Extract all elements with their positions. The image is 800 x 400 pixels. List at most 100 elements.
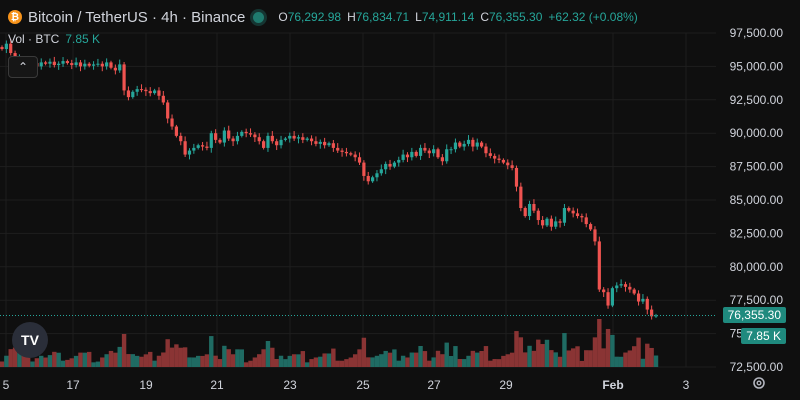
x-tick-label: 3 [683, 378, 690, 392]
candle [432, 149, 436, 154]
volume-bar [287, 355, 292, 367]
x-tick-label: 23 [283, 378, 297, 392]
volume-bar [466, 355, 471, 367]
volume-bar [579, 360, 585, 367]
candle [362, 162, 366, 176]
volume-bar [191, 357, 197, 367]
candle [170, 118, 174, 127]
volume-bar [636, 337, 641, 367]
candle [571, 210, 575, 214]
volume-bar [518, 337, 524, 367]
candle [532, 204, 536, 211]
candle [641, 298, 645, 302]
candle [331, 143, 335, 148]
candle [157, 90, 161, 96]
candle [301, 137, 305, 140]
x-tick-label: 27 [427, 378, 441, 392]
candle [314, 141, 318, 144]
x-tick-label: 17 [66, 378, 80, 392]
candle [100, 63, 104, 67]
candle [471, 139, 475, 147]
candle [645, 298, 649, 310]
candle [589, 224, 593, 230]
candle [427, 150, 431, 154]
volume-bar [392, 349, 397, 367]
candle [196, 145, 200, 148]
candle [497, 158, 501, 160]
y-tick-label: 92,500.00 [730, 93, 784, 107]
candle [475, 142, 479, 147]
volume-bar [169, 347, 175, 367]
candle [227, 130, 231, 139]
candle [510, 165, 514, 168]
candle [222, 130, 226, 143]
volume-bar [217, 359, 223, 367]
candle [200, 145, 205, 147]
volume-bar [431, 357, 436, 367]
candle [401, 154, 405, 160]
volume-bar [588, 350, 593, 367]
candle [414, 151, 418, 156]
candle [174, 126, 178, 136]
candle [318, 141, 322, 144]
volume-bar [148, 351, 153, 367]
candle [288, 135, 292, 139]
candle [536, 210, 540, 221]
high-value: 76,834.71 [355, 10, 410, 24]
volume-bar [414, 352, 419, 367]
volume-bar [239, 349, 244, 367]
collapse-legend-button[interactable]: ⌃ [8, 56, 38, 78]
market-status-icon[interactable] [253, 11, 265, 23]
volume-bar [21, 354, 26, 367]
candle [183, 141, 187, 155]
x-tick-label: 19 [139, 378, 153, 392]
candle [266, 135, 270, 148]
volume-bar [653, 355, 659, 367]
x-axis: 5 17 19 21 23 25 27 29 Feb 3 [3, 378, 690, 392]
volume-bar [274, 359, 279, 367]
candle [340, 150, 344, 152]
volume-bar [65, 359, 70, 367]
volume-bar [95, 361, 101, 367]
volume-bar [165, 339, 170, 367]
settings-gear-icon[interactable] [750, 374, 768, 392]
volume-bar [331, 348, 336, 367]
volume-bar [396, 360, 401, 367]
candle [405, 154, 410, 158]
volume-bar [326, 353, 332, 367]
volume-bar [296, 354, 301, 367]
volume-value: 7.85 K [65, 32, 101, 46]
tradingview-logo[interactable]: TV [12, 322, 48, 358]
high-label: H [347, 10, 356, 24]
volume-bar [39, 355, 44, 367]
candle [48, 61, 52, 64]
volume-bar [291, 354, 297, 367]
candle [214, 133, 218, 140]
candle [296, 137, 301, 139]
volume-bar [196, 355, 201, 367]
candle [650, 309, 654, 317]
volume-tag: 7.85 K [741, 328, 786, 345]
candle [57, 63, 61, 66]
volume-bar [453, 346, 458, 367]
volume-bar [348, 357, 353, 367]
candle [654, 315, 658, 317]
x-tick-label: 25 [356, 378, 370, 392]
volume-bar [265, 341, 271, 367]
volume-bar [645, 343, 650, 367]
volume-bar [213, 355, 218, 367]
y-tick-label: 72,500.00 [730, 360, 784, 374]
symbol-title[interactable]: Bitcoin / TetherUS · 4h · Binance [28, 8, 246, 26]
volume-bar [309, 359, 314, 367]
candle [253, 134, 257, 138]
volume-legend[interactable]: Vol · BTC 7.85 K [8, 32, 100, 46]
volume-bar [488, 360, 493, 367]
volume-bar [557, 356, 563, 367]
volume-bar [108, 350, 114, 367]
volume-bar [226, 349, 231, 367]
candle [309, 138, 314, 142]
candle [501, 159, 505, 163]
candle [484, 146, 488, 154]
candles [0, 38, 658, 320]
